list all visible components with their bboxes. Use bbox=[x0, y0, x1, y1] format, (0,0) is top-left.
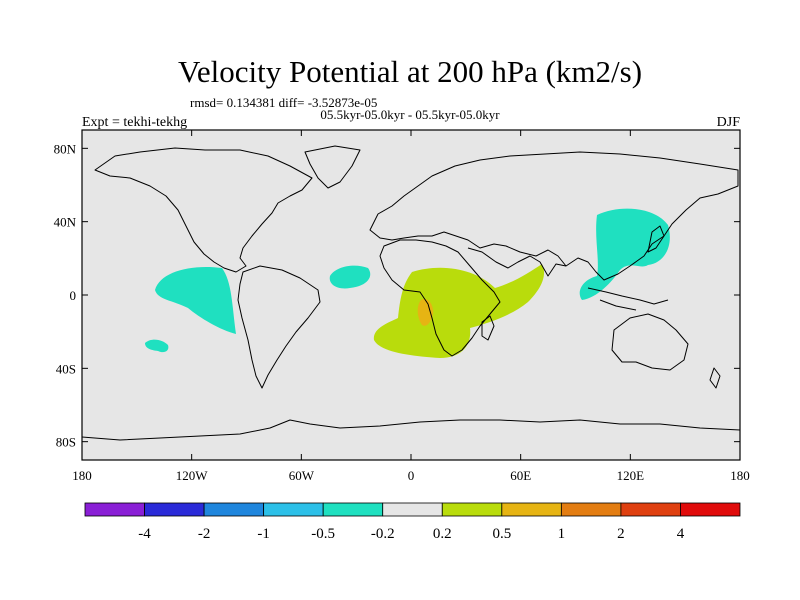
x-tick-label: 120W bbox=[176, 468, 209, 483]
x-tick-label: 180 bbox=[72, 468, 92, 483]
y-tick-label: 40S bbox=[56, 361, 76, 376]
colorbar-swatch bbox=[560, 502, 622, 517]
coastline-indonesia bbox=[587, 287, 669, 311]
colorbar-label: -4 bbox=[138, 526, 151, 542]
coastline-japan bbox=[647, 225, 665, 253]
coastline-eurasia bbox=[369, 151, 739, 281]
colorbar-label: 1 bbox=[558, 526, 566, 542]
colorbar-label: -2 bbox=[198, 526, 211, 542]
coastline-south-america bbox=[237, 265, 321, 389]
coastline-madagascar bbox=[481, 315, 495, 341]
season-label: DJF bbox=[717, 115, 741, 130]
colorbar-label: 4 bbox=[677, 526, 685, 542]
x-tick-label: 180 bbox=[730, 468, 750, 483]
colorbar-swatch bbox=[382, 502, 443, 517]
colorbar-swatch bbox=[441, 502, 503, 517]
y-tick-label: 40N bbox=[54, 215, 77, 230]
experiment-label: Expt = tekhi-tekhg bbox=[82, 115, 187, 130]
colorbar-label: -1 bbox=[257, 526, 270, 542]
x-tick-label: 60E bbox=[510, 468, 531, 483]
region-south-pacific-negative bbox=[145, 339, 169, 353]
y-tick-label: 80S bbox=[56, 435, 76, 450]
colorbar-swatch bbox=[322, 502, 384, 517]
colorbar-swatch bbox=[680, 502, 741, 517]
colorbar-swatch bbox=[501, 502, 562, 517]
x-tick-label: 120E bbox=[617, 468, 645, 483]
colorbar-swatch bbox=[263, 502, 324, 517]
region-congo-positive-core bbox=[417, 299, 434, 326]
coastline-new-zealand bbox=[709, 367, 721, 389]
region-central-pacific-negative bbox=[155, 266, 236, 334]
coastline-australia bbox=[611, 313, 689, 371]
colorbar-label: 0.2 bbox=[433, 526, 452, 542]
colorbar-label: 2 bbox=[617, 526, 625, 542]
colorbar-swatch bbox=[144, 502, 205, 517]
chart-subtitle: 05.5kyr-05.0kyr - 05.5kyr-05.0kyr bbox=[320, 107, 500, 122]
colorbar-label: -0.2 bbox=[371, 526, 395, 542]
x-tick-label: 60W bbox=[289, 468, 315, 483]
coastline-africa bbox=[379, 239, 501, 357]
y-tick-label: 80N bbox=[54, 141, 77, 156]
region-tropical-atlantic-negative bbox=[329, 265, 371, 289]
coastline-north-america bbox=[94, 147, 313, 273]
region-africa-indian-ocean-positive bbox=[373, 264, 545, 358]
colorbar-label: 0.5 bbox=[492, 526, 511, 542]
y-tick-label: 0 bbox=[70, 288, 77, 303]
region-east-asia-negative bbox=[579, 208, 670, 300]
colorbar-swatch bbox=[620, 502, 681, 517]
chart-title: Velocity Potential at 200 hPa (km2/s) bbox=[178, 54, 642, 89]
colorbar-swatch bbox=[203, 502, 265, 517]
coastline-antarctica bbox=[82, 419, 740, 441]
colorbar-label: -0.5 bbox=[311, 526, 335, 542]
stats-label: rmsd= 0.134381 diff= -3.52873e-05 bbox=[190, 95, 377, 110]
colorbar-swatch bbox=[84, 502, 145, 517]
x-tick-label: 0 bbox=[408, 468, 415, 483]
coastline-south-asia bbox=[467, 247, 567, 277]
coastline-greenland bbox=[304, 145, 361, 189]
